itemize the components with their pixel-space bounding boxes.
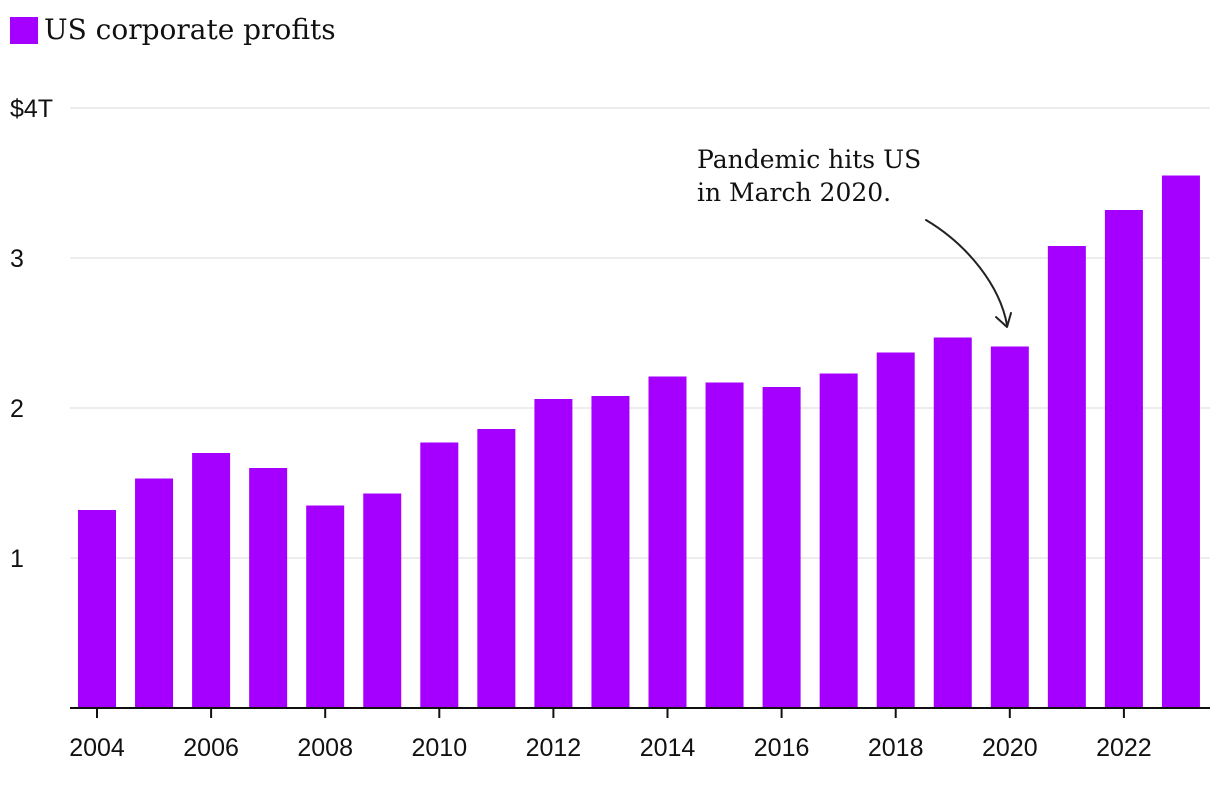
bar-2008 [306,505,345,708]
y-tick-label-4: $4T [10,95,53,123]
bar-2012 [534,399,573,708]
y-tick-label-3: 3 [10,245,24,273]
legend-label: US corporate profits [44,13,336,46]
bar-2019 [933,337,972,708]
bar-2007 [249,468,288,708]
y-tick-label-2: 2 [10,395,24,423]
bar-2021 [1047,246,1086,708]
x-tick-label-2018: 2018 [868,734,924,762]
annotation-line-2: in March 2020. [697,178,891,207]
x-tick-label-2008: 2008 [297,734,353,762]
x-tick-label-2016: 2016 [754,734,810,762]
x-tick-label-2014: 2014 [640,734,696,762]
bar-2004 [78,510,116,708]
annotation-arrow-head [995,312,1012,328]
bar-2018 [876,352,915,708]
bar-2013 [591,396,630,708]
bar-2016 [762,387,801,708]
bar-2010 [420,442,459,708]
annotation-arrow [925,219,1008,326]
bar-2014 [648,376,687,708]
bar-2017 [819,373,858,708]
legend: US corporate profits [10,13,336,46]
bars [78,175,1200,708]
bar-2015 [705,382,744,708]
bar-2006 [192,453,231,708]
bar-2009 [363,493,402,708]
y-tick-label-1: 1 [10,545,24,573]
y-axis-labels: $4T 3 2 1 [10,95,53,573]
bar-2022 [1104,210,1143,708]
annotation-line-1: Pandemic hits US [697,145,921,174]
x-axis-ticks: 2004 2006 2008 2010 2012 2014 2016 2018 2020 2022 [69,708,1152,762]
x-tick-label-2004: 2004 [69,734,125,762]
x-tick-label-2006: 2006 [183,734,239,762]
bar-2011 [477,429,516,708]
legend-swatch [10,17,38,44]
gridlines [70,107,1210,559]
pandemic-annotation: Pandemic hits US in March 2020. [697,145,1012,328]
x-tick-label-2020: 2020 [982,734,1038,762]
x-tick-label-2022: 2022 [1096,734,1152,762]
x-tick-label-2010: 2010 [411,734,467,762]
bar-2005 [135,478,174,708]
x-tick-label-2012: 2012 [526,734,582,762]
bar-2020 [990,346,1029,708]
bar-2023 [1161,175,1200,708]
